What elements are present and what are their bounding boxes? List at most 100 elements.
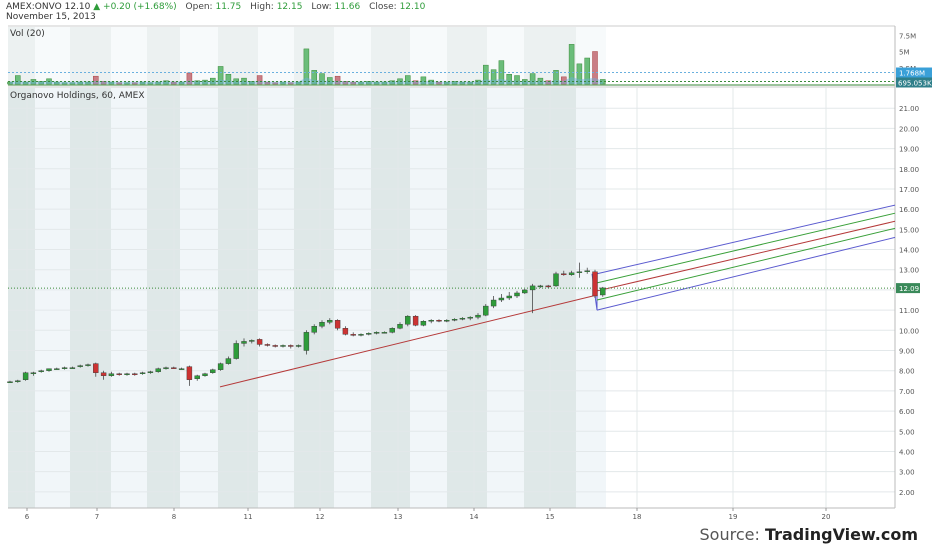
price-tick-label: 13.00 [899,267,919,275]
volume-bar [506,74,512,85]
source-prefix: Source: [699,525,765,544]
candle [592,269,598,298]
candle-body [381,332,388,334]
volume-bar [436,81,442,85]
high-value: 12.15 [276,2,303,12]
up-arrow-icon: ▲ [93,2,101,12]
candle-body [186,366,193,380]
volume-bar [100,81,107,85]
volume-bar [576,63,583,85]
candle-body [100,372,107,376]
candle-body [475,314,481,318]
volume-bar [350,81,356,85]
candle-body [568,272,575,275]
volume-bar [163,80,169,85]
volume-last-tag-label: 695.053K [898,79,932,87]
volume-bar [194,80,200,85]
symbol: AMEX:ONVO [6,2,62,12]
candle-body [358,334,364,336]
candle [553,271,559,287]
low-value: 11.66 [334,2,361,12]
candle-body [77,365,83,367]
price-tick-label: 6.00 [899,408,915,416]
time-tick-label: 13 [394,513,403,521]
volume-bar [202,79,208,85]
candle [490,295,497,309]
price-tick-label: 19.00 [899,146,919,154]
volume-bar [288,82,294,85]
candle-body [467,316,473,319]
candle-body [30,372,37,374]
volume-bar [412,80,419,85]
candle [202,372,208,377]
candle [241,338,247,347]
volume-session-band [180,27,218,85]
volume-bar [592,51,598,85]
close-value: 12.10 [399,2,426,12]
price-tick-label: 18.00 [899,166,919,174]
candle [280,344,286,348]
price-panel-title: Organovo Holdings, 60, AMEX [10,91,145,101]
candle [233,340,239,360]
volume-bar [451,81,458,85]
source-name[interactable]: TradingView.com [764,525,918,544]
session-band [447,88,487,508]
candle-body [342,328,349,335]
candle-body [108,373,115,376]
candle [545,284,551,288]
volume-bar [303,48,310,85]
channel-upper-line [596,204,896,275]
candle-body [444,320,450,322]
session-band [487,88,524,508]
candle-body [210,369,216,373]
session-band [70,88,111,508]
candle [381,331,388,334]
candle [420,320,427,327]
candle-body [139,372,146,374]
volume-bar [139,81,146,85]
candle [397,322,403,330]
candle [69,366,76,369]
price-tick-label: 14.00 [899,247,919,255]
candle [77,364,83,368]
price-tick-label: 9.00 [899,348,915,356]
close-label: Close: [369,2,397,12]
candle [475,313,481,320]
candle [93,362,99,377]
candle [303,330,310,355]
candle-body [241,341,247,344]
candle-body [249,340,255,342]
candle [334,319,341,331]
candle [272,344,278,348]
candle-body [506,295,512,299]
candle-body [327,320,333,323]
candle-body [124,373,130,375]
candle-body [61,367,68,369]
candle-body [194,375,200,379]
candle-body [537,285,544,288]
candle [132,372,138,376]
candle [15,379,21,383]
candle-body [373,332,380,334]
candle-body [288,345,294,347]
candle-body [147,371,154,373]
candle [584,267,590,274]
candle-body [490,299,497,307]
volume-bar [256,75,263,85]
time-tick-label: 8 [172,513,176,521]
volume-bar [529,73,536,85]
session-band [371,88,410,508]
volume-bar [124,82,130,85]
volume-bar [373,81,380,85]
volume-bar [7,81,13,85]
volume-bar [389,80,395,85]
volume-bar [327,77,333,85]
volume-session-band [35,27,70,85]
volume-bar [249,81,255,85]
channel-mid-upper-line [596,212,896,284]
candle [373,331,380,335]
candle-body [592,271,598,297]
volume-session-band [70,27,111,85]
candle [358,333,364,337]
